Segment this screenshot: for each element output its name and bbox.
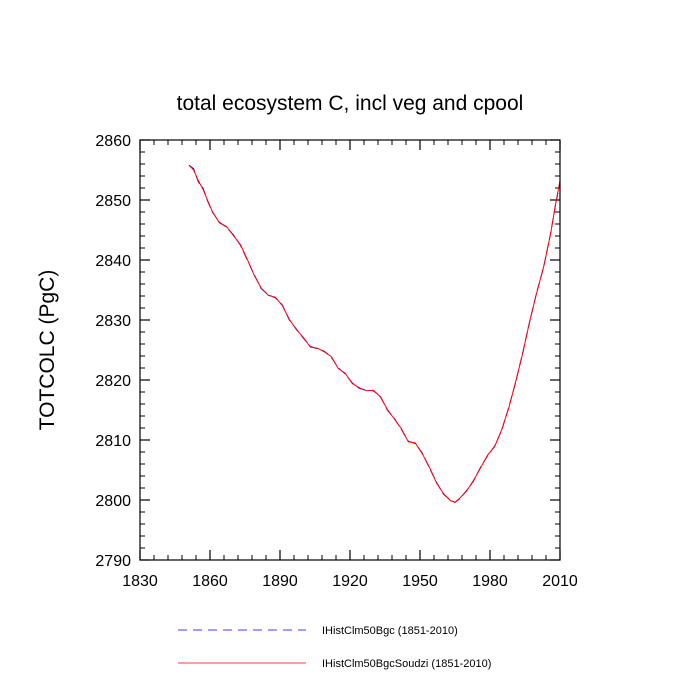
x-tick-label: 2010 <box>542 573 578 590</box>
plot-frame <box>139 139 561 561</box>
x-tick-label: 1860 <box>192 573 228 590</box>
axis-tick-labels: 1830 1860 1890 1920 1950 1980 2010 2790 2800 2810… <box>95 133 577 590</box>
x-tick-label: 1830 <box>122 573 158 590</box>
x-tick-label: 1950 <box>402 573 438 590</box>
y-tick-label: 2800 <box>95 493 131 510</box>
series-line-1 <box>188 164 561 503</box>
series-line-2 <box>188 164 561 503</box>
y-tick-label: 2830 <box>95 313 131 330</box>
x-tick-label: 1980 <box>472 573 508 590</box>
legend-label-2: IHistClm50BgcSoudzi (1851-2010) <box>322 658 491 670</box>
y-tick-label: 2860 <box>95 133 131 150</box>
y-tick-label: 2840 <box>95 253 131 270</box>
y-tick-label: 2810 <box>95 433 131 450</box>
y-axis-label: TOTCOLC (PgC) <box>36 270 59 431</box>
x-tick-label: 1890 <box>262 573 298 590</box>
x-tick-label: 1920 <box>332 573 368 590</box>
y-tick-label: 2790 <box>95 553 131 570</box>
legend: IHistClm50Bgc (1851-2010) IHistClm50BgcSo… <box>178 625 491 670</box>
axis-ticks <box>139 139 561 561</box>
legend-label-1: IHistClm50Bgc (1851-2010) <box>322 625 458 637</box>
chart-title: total ecosystem C, incl veg and cpool <box>177 92 524 115</box>
y-tick-label: 2820 <box>95 373 131 390</box>
series-layer <box>188 164 561 503</box>
y-tick-label: 2850 <box>95 193 131 210</box>
